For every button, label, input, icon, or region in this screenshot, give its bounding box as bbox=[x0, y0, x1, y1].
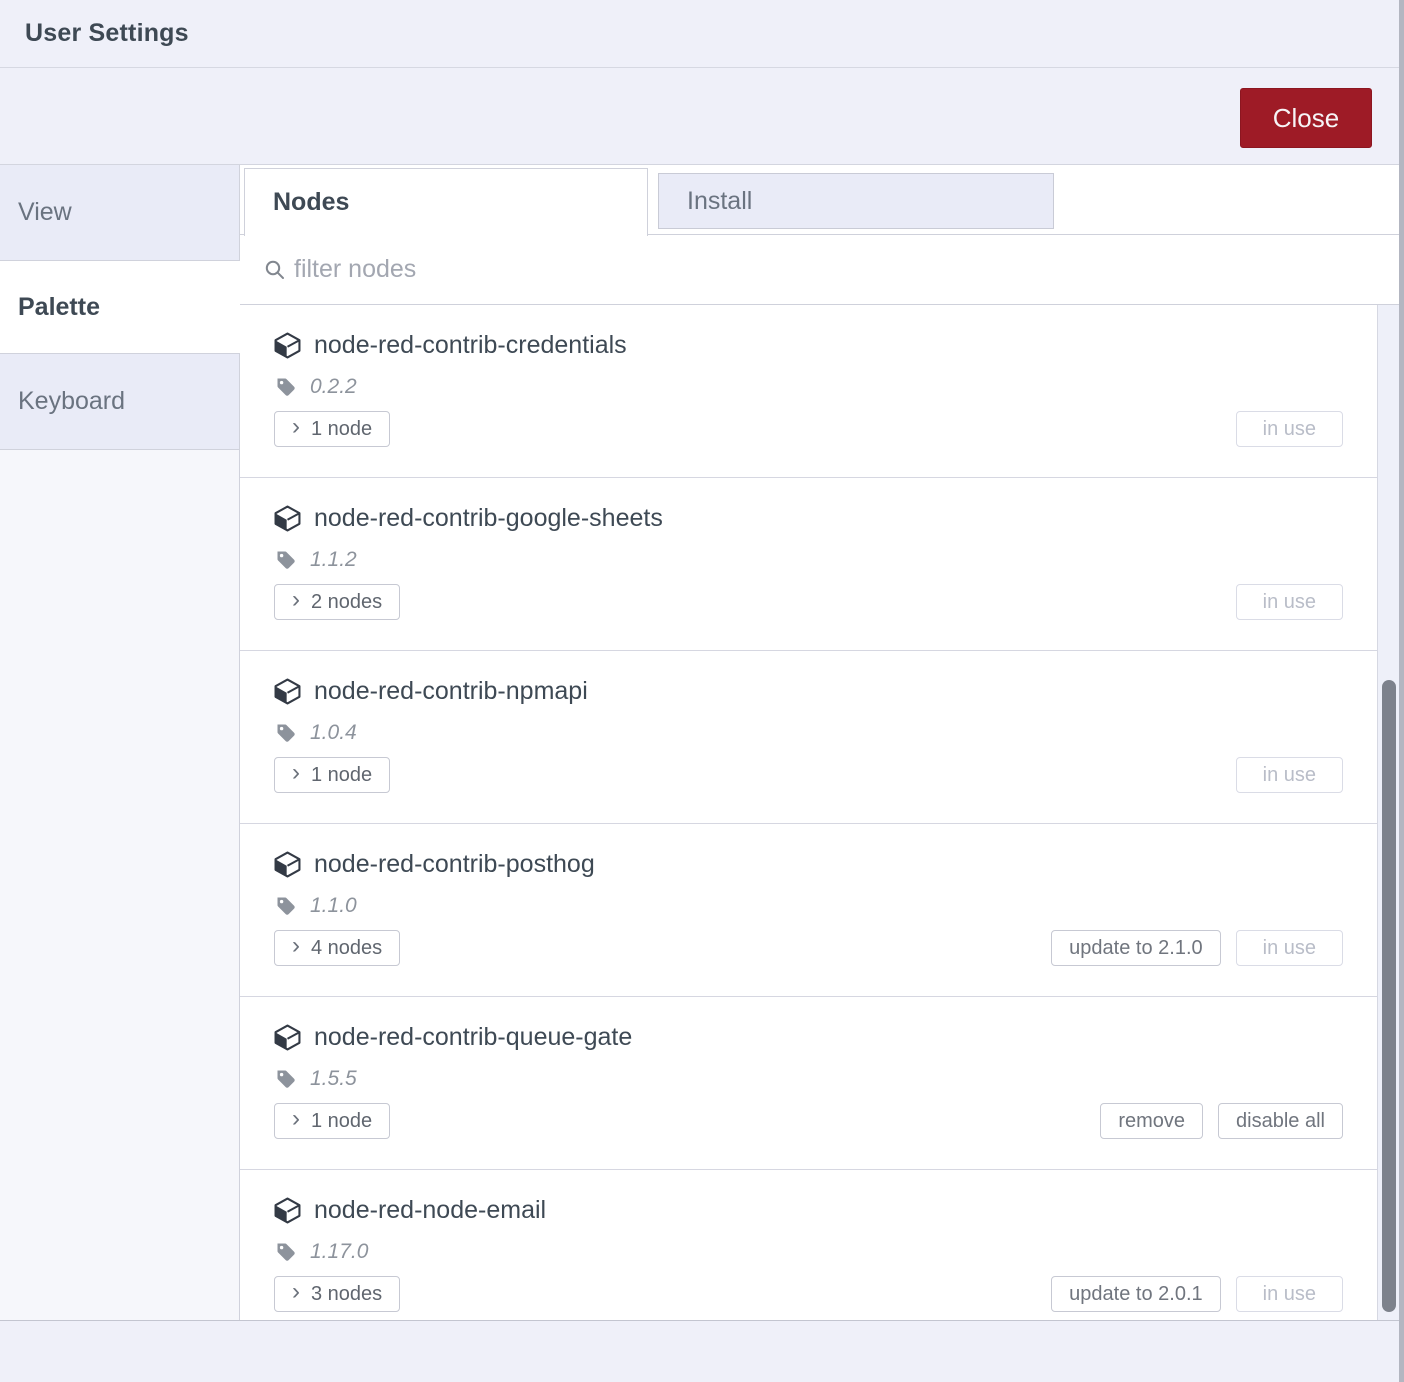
sidebar-item-view[interactable]: View bbox=[0, 165, 240, 261]
chevron-right-icon bbox=[292, 588, 300, 612]
package-name: node-red-contrib-queue-gate bbox=[314, 1023, 633, 1051]
package-action-button[interactable]: remove bbox=[1100, 1103, 1204, 1139]
package-action-button[interactable]: update to 2.0.1 bbox=[1051, 1276, 1221, 1312]
package-version-line: 1.1.0 bbox=[274, 894, 1377, 918]
package-title-line: node-red-contrib-credentials bbox=[274, 331, 1377, 360]
package-actions: in use bbox=[1235, 584, 1343, 620]
package-row: node-red-contrib-google-sheets 1.1.2 2 n… bbox=[240, 478, 1377, 651]
package-node-count-button[interactable]: 4 nodes bbox=[274, 930, 401, 966]
package-cube-icon bbox=[274, 505, 301, 532]
package-name: node-red-contrib-posthog bbox=[314, 850, 595, 878]
palette-tabbar: Nodes Install bbox=[240, 165, 1400, 236]
chevron-right-icon bbox=[292, 415, 300, 439]
package-version-line: 1.17.0 bbox=[274, 1240, 1377, 1264]
package-name: node-red-node-email bbox=[314, 1196, 547, 1224]
package-in-use-button[interactable]: in use bbox=[1235, 584, 1343, 620]
package-version: 1.1.2 bbox=[310, 548, 357, 571]
package-actions: remove disable all bbox=[1100, 1103, 1343, 1139]
package-list: node-red-contrib-credentials 0.2.2 1 nod… bbox=[240, 305, 1377, 1320]
package-name: node-red-contrib-credentials bbox=[314, 331, 627, 359]
package-version: 1.17.0 bbox=[310, 1240, 369, 1263]
package-version: 1.5.5 bbox=[310, 1067, 357, 1090]
chevron-right-icon bbox=[292, 761, 300, 785]
package-node-count-label: 1 node bbox=[311, 417, 373, 440]
dialog-button-bar: Close bbox=[0, 69, 1404, 165]
package-cube-icon bbox=[274, 678, 301, 705]
tag-icon bbox=[276, 723, 296, 743]
package-node-count-label: 4 nodes bbox=[311, 936, 383, 959]
package-in-use-button[interactable]: in use bbox=[1235, 1276, 1343, 1312]
package-node-count-button[interactable]: 2 nodes bbox=[274, 584, 401, 620]
package-version-line: 0.2.2 bbox=[274, 375, 1377, 399]
package-title-line: node-red-contrib-google-sheets bbox=[274, 504, 1377, 533]
tag-icon bbox=[276, 896, 296, 916]
package-version: 1.1.0 bbox=[310, 894, 357, 917]
filter-nodes-input[interactable] bbox=[294, 255, 1094, 284]
scrollbar-thumb[interactable] bbox=[1382, 680, 1396, 1312]
package-cube-icon bbox=[274, 332, 301, 359]
settings-sidebar: View Palette Keyboard bbox=[0, 165, 240, 1320]
package-action-button[interactable]: disable all bbox=[1218, 1103, 1343, 1139]
package-in-use-button[interactable]: in use bbox=[1235, 411, 1343, 447]
package-node-count-label: 1 node bbox=[311, 763, 373, 786]
package-row: node-red-contrib-queue-gate 1.5.5 1 node… bbox=[240, 997, 1377, 1170]
tab-nodes[interactable]: Nodes bbox=[244, 168, 648, 236]
search-icon bbox=[264, 259, 294, 281]
package-actions: update to 2.1.0 in use bbox=[1051, 930, 1343, 966]
chevron-right-icon bbox=[292, 1107, 300, 1131]
package-cube-icon bbox=[274, 1024, 301, 1051]
package-cube-icon bbox=[274, 851, 301, 878]
package-version-line: 1.0.4 bbox=[274, 721, 1377, 745]
dialog-title: User Settings bbox=[25, 19, 189, 47]
package-cube-icon bbox=[274, 1197, 301, 1224]
filter-row bbox=[240, 235, 1400, 305]
package-action-button[interactable]: update to 2.1.0 bbox=[1051, 930, 1221, 966]
package-node-count-label: 1 node bbox=[311, 1109, 373, 1132]
package-actions: update to 2.0.1 in use bbox=[1051, 1276, 1343, 1312]
package-title-line: node-red-node-email bbox=[274, 1196, 1377, 1225]
tag-icon bbox=[276, 550, 296, 570]
tag-icon bbox=[276, 377, 296, 397]
package-in-use-button[interactable]: in use bbox=[1235, 757, 1343, 793]
chevron-right-icon bbox=[292, 1280, 300, 1304]
package-version: 0.2.2 bbox=[310, 375, 357, 398]
package-row: node-red-node-email 1.17.0 3 nodes updat… bbox=[240, 1170, 1377, 1320]
package-node-count-button[interactable]: 1 node bbox=[274, 411, 391, 447]
package-version-line: 1.1.2 bbox=[274, 548, 1377, 572]
package-node-count-button[interactable]: 1 node bbox=[274, 1103, 391, 1139]
window-right-edge bbox=[1399, 0, 1404, 1382]
dialog-footer bbox=[0, 1320, 1404, 1382]
tab-install[interactable]: Install bbox=[658, 173, 1054, 229]
tag-icon bbox=[276, 1242, 296, 1262]
package-node-count-label: 2 nodes bbox=[311, 590, 383, 613]
package-name: node-red-contrib-npmapi bbox=[314, 677, 588, 705]
package-node-count-button[interactable]: 1 node bbox=[274, 757, 391, 793]
package-actions: in use bbox=[1235, 757, 1343, 793]
package-name: node-red-contrib-google-sheets bbox=[314, 504, 663, 532]
package-row: node-red-contrib-credentials 0.2.2 1 nod… bbox=[240, 305, 1377, 478]
package-version-line: 1.5.5 bbox=[274, 1067, 1377, 1091]
chevron-right-icon bbox=[292, 934, 300, 958]
package-version: 1.0.4 bbox=[310, 721, 357, 744]
package-row: node-red-contrib-posthog 1.1.0 4 nodes u… bbox=[240, 824, 1377, 997]
sidebar-item-keyboard[interactable]: Keyboard bbox=[0, 354, 240, 450]
tag-icon bbox=[276, 1069, 296, 1089]
package-title-line: node-red-contrib-posthog bbox=[274, 850, 1377, 879]
palette-panel: Nodes Install node-red-contrib-cred bbox=[240, 165, 1400, 1320]
package-row: node-red-contrib-npmapi 1.0.4 1 node in … bbox=[240, 651, 1377, 824]
close-button[interactable]: Close bbox=[1240, 88, 1372, 148]
sidebar-item-palette[interactable]: Palette bbox=[0, 261, 240, 354]
package-actions: in use bbox=[1235, 411, 1343, 447]
package-node-count-label: 3 nodes bbox=[311, 1282, 383, 1305]
package-node-count-button[interactable]: 3 nodes bbox=[274, 1276, 401, 1312]
dialog-titlebar: User Settings bbox=[0, 0, 1404, 68]
package-in-use-button[interactable]: in use bbox=[1235, 930, 1343, 966]
package-title-line: node-red-contrib-queue-gate bbox=[274, 1023, 1377, 1052]
sidebar-filler bbox=[0, 450, 240, 1320]
package-title-line: node-red-contrib-npmapi bbox=[274, 677, 1377, 706]
